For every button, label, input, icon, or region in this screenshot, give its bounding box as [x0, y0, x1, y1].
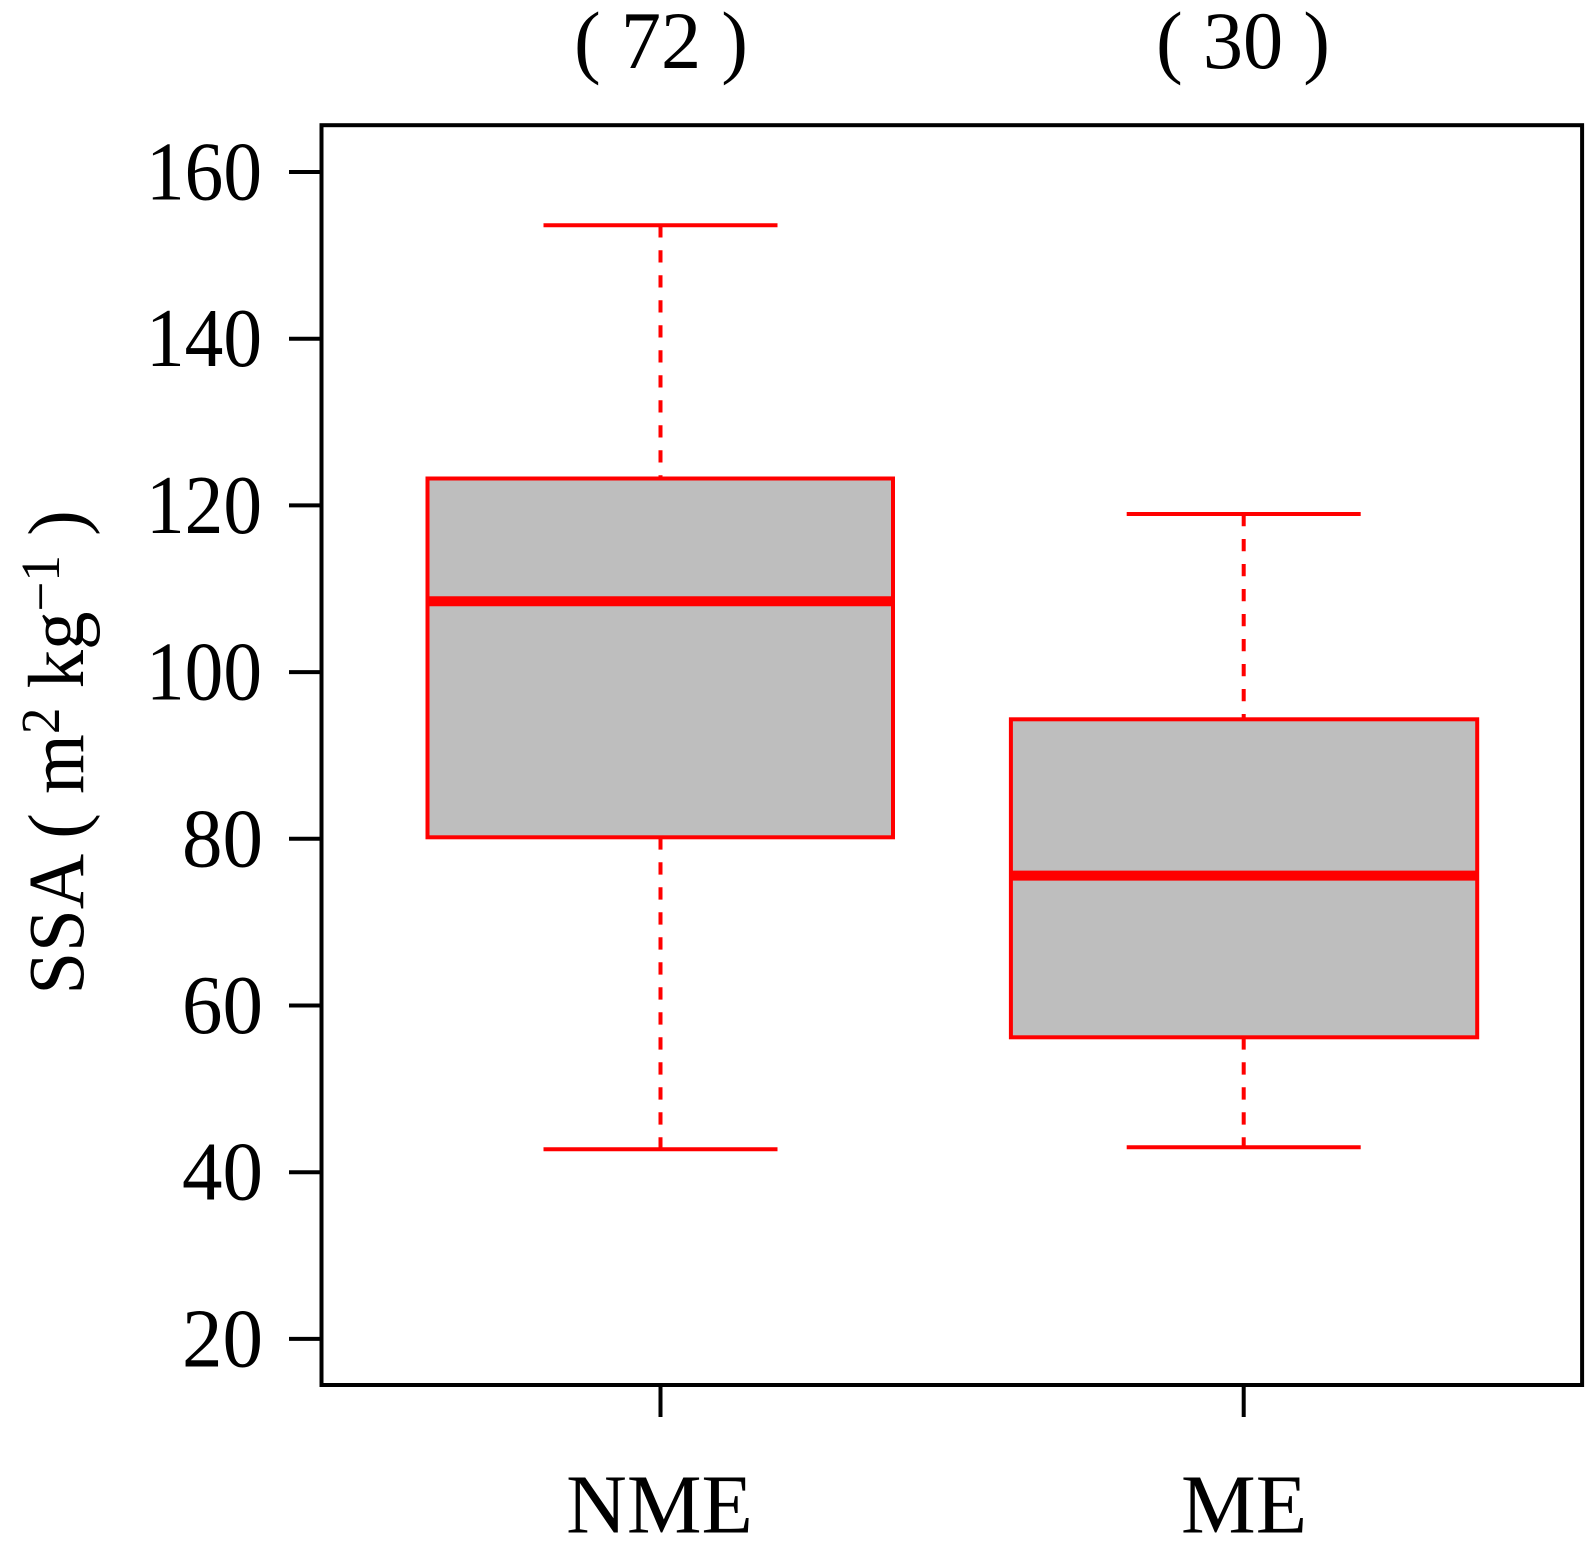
- svg-text:120: 120: [146, 459, 262, 552]
- svg-text:20: 20: [182, 1292, 263, 1385]
- svg-text:40: 40: [182, 1126, 263, 1219]
- svg-text:60: 60: [182, 959, 263, 1052]
- svg-text:( 72 ): ( 72 ): [574, 0, 748, 86]
- svg-text:140: 140: [146, 292, 262, 385]
- svg-text:( 30 ): ( 30 ): [1156, 0, 1330, 86]
- svg-text:80: 80: [182, 792, 263, 885]
- svg-text:NME: NME: [566, 1459, 753, 1544]
- svg-text:ME: ME: [1181, 1459, 1307, 1544]
- svg-text:100: 100: [146, 626, 262, 719]
- svg-text:160: 160: [146, 126, 262, 219]
